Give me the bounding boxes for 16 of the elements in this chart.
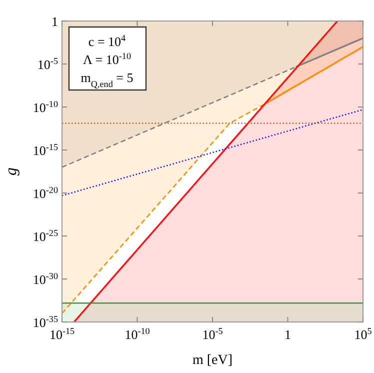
y-tick-label: 10$^{-15}$ [32, 142, 58, 158]
y-tick-label: 1 [52, 14, 58, 29]
y-tick-label: 10$^{-25}$ [32, 228, 58, 244]
y-tick-label: 10$^{-30}$ [32, 271, 58, 287]
x-tick-label: 10$^{-10}$ [124, 326, 150, 342]
y-tick-label: 10$^{-10}$ [32, 99, 58, 115]
x-axis-title: m [eV] [192, 353, 233, 368]
y-axis-title: g [3, 168, 20, 176]
annotation: m$_{Q,end}$ = 5 [80, 70, 134, 89]
x-tick-label: 10$^{-5}$ [202, 326, 224, 342]
annotation: Λ = 10$^{-10}$ [82, 51, 132, 67]
annotation: c = 10$^{4}$ [88, 33, 126, 49]
x-tick-label: 10$^{5}$ [354, 326, 372, 342]
x-tick-label: 1 [284, 327, 291, 342]
y-tick-label: 10$^{-20}$ [32, 185, 58, 201]
y-tick-label: 10$^{-5}$ [37, 56, 58, 72]
